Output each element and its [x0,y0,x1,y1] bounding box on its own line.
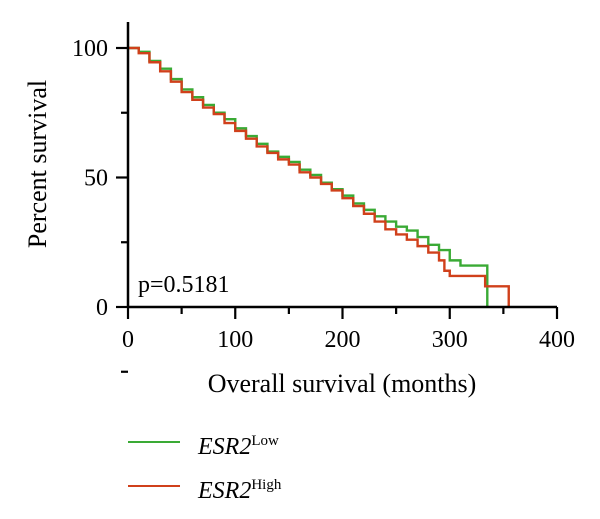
legend-gene-low: ESR2 [198,434,252,460]
x-tick-label: 100 [217,327,253,353]
legend-item-esr2-low: ESR2Low [128,425,428,469]
x-tick-label: 300 [432,327,468,353]
legend-swatch-high [128,485,180,487]
legend-label-high: ESR2High [198,469,281,507]
y-axis-label: Percent survival [23,80,52,248]
legend-gene-high: ESR2 [198,478,252,504]
legend-swatch-low [128,441,180,443]
x-tick-label: 200 [325,327,361,353]
y-tick-label: 100 [72,36,108,62]
y-tick-label: 50 [84,166,108,192]
plot-series [128,46,510,307]
x-tick-label: 400 [539,327,575,353]
x-tick-label: 0 [122,327,134,353]
x-axis-label: Overall survival (months) [208,369,477,398]
y-tick-label: 0 [96,295,108,321]
survival-chart: 0 100 200 300 400 0 50 100 p=0.5181 Overall sur… [23,22,575,398]
series-line-low [128,46,489,307]
axes: 0 100 200 300 400 0 50 100 [72,22,575,373]
series-line-high [128,46,510,307]
legend-sup-low: Low [251,433,279,449]
legend-item-esr2-high: ESR2High [128,469,428,513]
p-value-annotation: p=0.5181 [138,272,230,298]
legend-label-low: ESR2Low [198,425,279,463]
legend: ESR2Low ESR2High [128,425,428,513]
legend-sup-high: High [251,477,282,493]
